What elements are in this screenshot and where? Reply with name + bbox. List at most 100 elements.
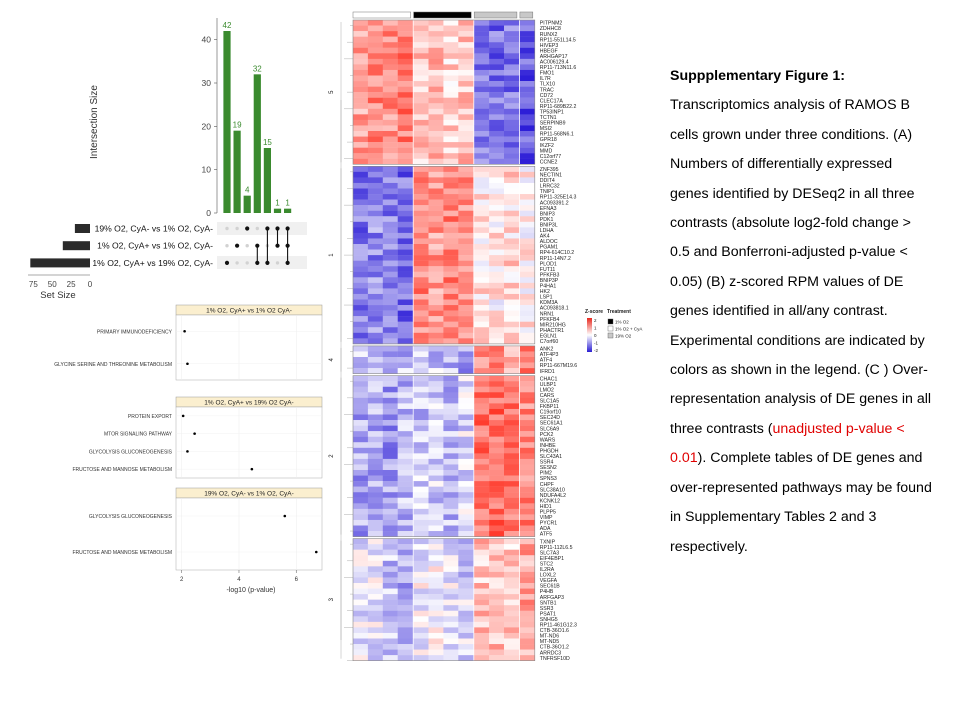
heatmap-cell	[413, 577, 429, 584]
set-size-bar	[30, 258, 90, 268]
heatmap-cell	[413, 42, 429, 48]
heatmap-cell	[443, 616, 459, 623]
heatmap-cell	[443, 392, 459, 399]
heatmap-cell	[397, 249, 413, 256]
heatmap-cell	[397, 92, 413, 98]
heatmap-cell	[428, 125, 444, 132]
heatmap-cell	[367, 177, 383, 184]
heatmap-cell	[504, 605, 520, 611]
heatmap-cell	[443, 414, 459, 421]
gene-label: ARHGAP17	[540, 54, 568, 60]
heatmap-cell	[504, 368, 520, 374]
heatmap-cell	[353, 503, 369, 510]
heatmap-cell	[489, 442, 505, 448]
heatmap-cell	[382, 194, 398, 200]
heatmap-cell	[428, 20, 444, 26]
zscore-tick-label: 2	[594, 318, 597, 323]
heatmap-cell	[382, 560, 398, 567]
heatmap-cell	[397, 158, 413, 165]
heatmap-cell	[458, 464, 474, 471]
heatmap-cell	[519, 514, 535, 521]
heatmap-cell	[397, 458, 413, 465]
heatmap-cell	[382, 64, 398, 71]
heatmap-cell	[367, 58, 383, 65]
heatmap-cell	[458, 458, 474, 465]
heatmap-cell	[458, 436, 474, 443]
heatmap-cell	[428, 538, 444, 545]
heatmap-cell	[382, 205, 398, 211]
heatmap-cell	[367, 42, 383, 48]
heatmap-cell	[353, 351, 369, 358]
heatmap-cell	[519, 199, 535, 206]
pathway-point	[250, 467, 254, 471]
x-tick-label: 4	[237, 577, 241, 583]
heatmap-cell	[353, 25, 369, 32]
heatmap-cell	[382, 142, 398, 148]
heatmap-cell	[443, 47, 459, 54]
heatmap-cell	[474, 514, 490, 521]
heatmap-legend: Z-score 210-1-2 Treatment 1% O21% O2 + C…	[585, 309, 642, 353]
gene-label: SPNS3	[540, 476, 557, 482]
heatmap-cell	[367, 519, 383, 526]
heatmap-cell	[397, 327, 413, 333]
heatmap-cell	[504, 425, 520, 432]
heatmap-cell	[519, 442, 535, 448]
heatmap-cell	[458, 497, 474, 504]
heatmap-cell	[413, 114, 429, 121]
heatmap-cell	[504, 414, 520, 421]
gene-label: C7orf60	[540, 339, 559, 345]
heatmap-cell	[443, 221, 459, 228]
zscore-tick-label: -2	[594, 348, 598, 353]
gene-label: SNHG5	[540, 617, 558, 623]
heatmap-cell	[367, 425, 383, 432]
gene-label: SNTB1	[540, 600, 557, 606]
heatmap-cell	[474, 497, 490, 504]
heatmap-cell	[504, 216, 520, 222]
heatmap-cell	[504, 588, 520, 595]
heatmap-cell	[413, 131, 429, 137]
heatmap-cell	[504, 221, 520, 228]
heatmap-cell	[489, 531, 505, 537]
heatmap-cell	[443, 277, 459, 284]
heatmap-cell	[519, 171, 535, 178]
heatmap-cell	[413, 549, 429, 556]
matrix-band	[217, 256, 307, 269]
heatmap-cell	[382, 153, 398, 159]
heatmap-cell	[413, 632, 429, 639]
heatmap-cell	[504, 351, 520, 358]
gene-label: NECTIN1	[540, 173, 562, 179]
heatmap-cell	[353, 403, 369, 410]
set-size-axis-label: Set Size	[40, 290, 75, 301]
heatmap-cell	[458, 136, 474, 143]
heatmap-cell	[367, 453, 383, 460]
heatmap-cell	[504, 182, 520, 189]
heatmap-cell	[428, 408, 444, 415]
gene-label: TXNIP	[540, 539, 556, 545]
heatmap-cell	[353, 464, 369, 471]
heatmap-cell	[428, 338, 444, 345]
heatmap-cell	[458, 64, 474, 71]
heatmap-cell	[367, 20, 383, 26]
heatmap-cell	[413, 277, 429, 284]
heatmap-cell	[382, 177, 398, 184]
heatmap-cell	[474, 525, 490, 532]
heatmap-cell	[474, 125, 490, 132]
heatmap-cell	[489, 588, 505, 595]
heatmap-cell	[428, 397, 444, 404]
gene-label: ARRDC3	[540, 650, 561, 656]
heatmap-cell	[428, 420, 444, 426]
heatmap-cell	[367, 549, 383, 556]
heatmap-cell	[353, 293, 369, 300]
heatmap-cell	[519, 351, 535, 358]
gene-label: AC093818.1	[540, 306, 569, 312]
heatmap-cell	[428, 131, 444, 137]
heatmap-cell	[443, 199, 459, 206]
heatmap-cell	[443, 271, 459, 278]
heatmap-cell	[519, 386, 535, 393]
gene-label: PLPP5	[540, 510, 556, 516]
heatmap-cell	[443, 210, 459, 217]
heatmap-cell	[458, 244, 474, 250]
heatmap-cell	[353, 158, 369, 165]
heatmap-cell	[428, 362, 444, 369]
heatmap-cell	[353, 492, 369, 498]
